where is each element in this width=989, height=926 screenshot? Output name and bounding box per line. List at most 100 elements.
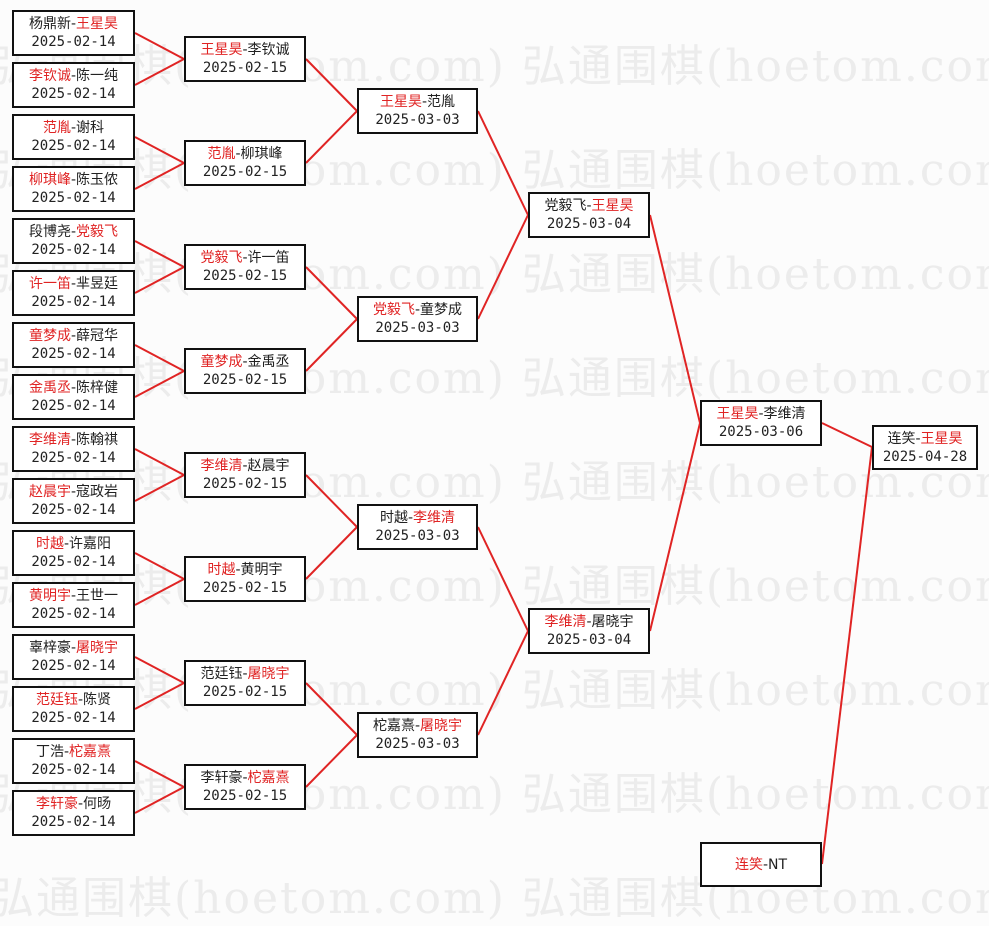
match-box[interactable]: 李维清-陈翰祺 2025-02-14 [12, 426, 135, 472]
player-1[interactable]: 辜梓豪 [28, 640, 71, 656]
player-1[interactable]: 段博尧 [28, 224, 71, 240]
player-2[interactable]: 童梦成 [420, 302, 463, 318]
player-2[interactable]: 许嘉阳 [69, 536, 112, 552]
player-1[interactable]: 黄明宇 [28, 588, 71, 604]
player-2[interactable]: 李钦诚 [247, 42, 290, 58]
player-1[interactable]: 李维清 [544, 614, 587, 630]
match-box[interactable]: 范廷钰-屠晓宇 2025-02-15 [184, 660, 306, 706]
player-1[interactable]: 许一笛 [28, 276, 71, 292]
player-1[interactable]: 赵晨宇 [28, 484, 71, 500]
player-1[interactable]: 时越 [379, 510, 408, 526]
player-1[interactable]: 童梦成 [200, 354, 243, 370]
match-box[interactable]: 童梦成-金禹丞 2025-02-15 [184, 348, 306, 394]
player-1[interactable]: 金禹丞 [28, 380, 71, 396]
player-1[interactable]: 党毅飞 [372, 302, 415, 318]
player-2[interactable]: 陈梓健 [76, 380, 119, 396]
match-box[interactable]: 李轩豪-柁嘉熹 2025-02-15 [184, 764, 306, 810]
bracket-connector [305, 110, 358, 164]
player-1[interactable]: 党毅飞 [200, 250, 243, 266]
player-1[interactable]: 范廷钰 [200, 666, 243, 682]
match-box[interactable]: 李维清-屠晓宇 2025-03-04 [528, 608, 650, 654]
player-1[interactable]: 范胤 [42, 120, 71, 136]
player-1[interactable]: 党毅飞 [544, 198, 587, 214]
match-box[interactable]: 范廷钰-陈贤 2025-02-14 [12, 686, 135, 732]
player-1[interactable]: 王星昊 [716, 406, 759, 422]
player-2[interactable]: 陈贤 [83, 692, 112, 708]
player-2[interactable]: 屠晓宇 [247, 666, 290, 682]
match-box[interactable]: 时越-李维清 2025-03-03 [357, 504, 478, 550]
player-2[interactable]: 金禹丞 [247, 354, 290, 370]
player-2[interactable]: 芈昱廷 [76, 276, 119, 292]
player-2[interactable]: 王世一 [76, 588, 119, 604]
player-1[interactable]: 李维清 [28, 432, 71, 448]
player-2[interactable]: 王星昊 [591, 198, 634, 214]
player-1[interactable]: 丁浩 [35, 744, 64, 760]
match-box[interactable]: 金禹丞-陈梓健 2025-02-14 [12, 374, 135, 420]
player-1[interactable]: 柁嘉熹 [372, 718, 415, 734]
match-box[interactable]: 童梦成-薛冠华 2025-02-14 [12, 322, 135, 368]
player-2[interactable]: 许一笛 [247, 250, 290, 266]
player-1[interactable]: 柳琪峰 [28, 172, 71, 188]
player-2[interactable]: 屠晓宇 [591, 614, 634, 630]
player-1[interactable]: 时越 [207, 562, 236, 578]
player-2[interactable]: 王星昊 [920, 430, 963, 447]
match-box[interactable]: 柳琪峰-陈玉侬 2025-02-14 [12, 166, 135, 212]
player-2[interactable]: 赵晨宇 [247, 458, 290, 474]
player-2[interactable]: 寇政岩 [76, 484, 119, 500]
player-2[interactable]: NT [768, 856, 788, 873]
player-2[interactable]: 王星昊 [76, 16, 119, 32]
player-2[interactable]: 范胤 [427, 94, 456, 110]
match-box[interactable]: 李钦诚-陈一纯 2025-02-14 [12, 62, 135, 108]
match-box[interactable]: 赵晨宇-寇政岩 2025-02-14 [12, 478, 135, 524]
player-2[interactable]: 柁嘉熹 [247, 770, 290, 786]
player-2[interactable]: 柳琪峰 [240, 146, 283, 162]
player-2[interactable]: 谢科 [76, 120, 105, 136]
match-box[interactable]: 王星昊-范胤 2025-03-03 [357, 88, 478, 134]
match-box[interactable]: 李轩豪-何旸 2025-02-14 [12, 790, 135, 836]
player-2[interactable]: 何旸 [83, 796, 112, 812]
match-box[interactable]: 丁浩-柁嘉熹 2025-02-14 [12, 738, 135, 784]
player-2[interactable]: 陈翰祺 [76, 432, 119, 448]
player-2[interactable]: 李维清 [413, 510, 456, 526]
match-box[interactable]: 王星昊-李维清 2025-03-06 [700, 400, 822, 446]
player-1[interactable]: 李轩豪 [200, 770, 243, 786]
player-2[interactable]: 陈玉侬 [76, 172, 119, 188]
match-box[interactable]: 李维清-赵晨宇 2025-02-15 [184, 452, 306, 498]
player-1[interactable]: 童梦成 [28, 328, 71, 344]
match-box[interactable]: 党毅飞-童梦成 2025-03-03 [357, 296, 478, 342]
player-2[interactable]: 柁嘉熹 [69, 744, 112, 760]
match-box[interactable]: 许一笛-芈昱廷 2025-02-14 [12, 270, 135, 316]
match-box[interactable]: 柁嘉熹-屠晓宇 2025-03-03 [357, 712, 478, 758]
match-box[interactable]: 连笑-NT [700, 842, 822, 887]
player-1[interactable]: 王星昊 [200, 42, 243, 58]
player-1[interactable]: 连笑 [887, 430, 916, 447]
match-box[interactable]: 王星昊-李钦诚 2025-02-15 [184, 36, 306, 82]
player-2[interactable]: 李维清 [763, 406, 806, 422]
match-box[interactable]: 时越-许嘉阳 2025-02-14 [12, 530, 135, 576]
match-box[interactable]: 党毅飞-许一笛 2025-02-15 [184, 244, 306, 290]
match-box[interactable]: 范胤-谢科 2025-02-14 [12, 114, 135, 160]
player-2[interactable]: 薛冠华 [76, 328, 119, 344]
player-1[interactable]: 李轩豪 [35, 796, 78, 812]
match-box[interactable]: 连笑-王星昊 2025-04-28 [872, 425, 978, 470]
player-1[interactable]: 时越 [35, 536, 64, 552]
match-box[interactable]: 杨鼎新-王星昊 2025-02-14 [12, 10, 135, 56]
player-2[interactable]: 黄明宇 [240, 562, 283, 578]
player-1[interactable]: 李钦诚 [28, 68, 71, 84]
match-box[interactable]: 党毅飞-王星昊 2025-03-04 [528, 192, 650, 238]
player-2[interactable]: 党毅飞 [76, 224, 119, 240]
player-1[interactable]: 范胤 [207, 146, 236, 162]
player-1[interactable]: 杨鼎新 [28, 16, 71, 32]
match-box[interactable]: 时越-黄明宇 2025-02-15 [184, 556, 306, 602]
player-1[interactable]: 李维清 [200, 458, 243, 474]
player-1[interactable]: 连笑 [734, 856, 763, 873]
player-2[interactable]: 屠晓宇 [420, 718, 463, 734]
player-2[interactable]: 屠晓宇 [76, 640, 119, 656]
match-box[interactable]: 辜梓豪-屠晓宇 2025-02-14 [12, 634, 135, 680]
player-1[interactable]: 范廷钰 [35, 692, 78, 708]
match-box[interactable]: 段博尧-党毅飞 2025-02-14 [12, 218, 135, 264]
player-1[interactable]: 王星昊 [379, 94, 422, 110]
match-box[interactable]: 范胤-柳琪峰 2025-02-15 [184, 140, 306, 186]
match-box[interactable]: 黄明宇-王世一 2025-02-14 [12, 582, 135, 628]
player-2[interactable]: 陈一纯 [76, 68, 119, 84]
